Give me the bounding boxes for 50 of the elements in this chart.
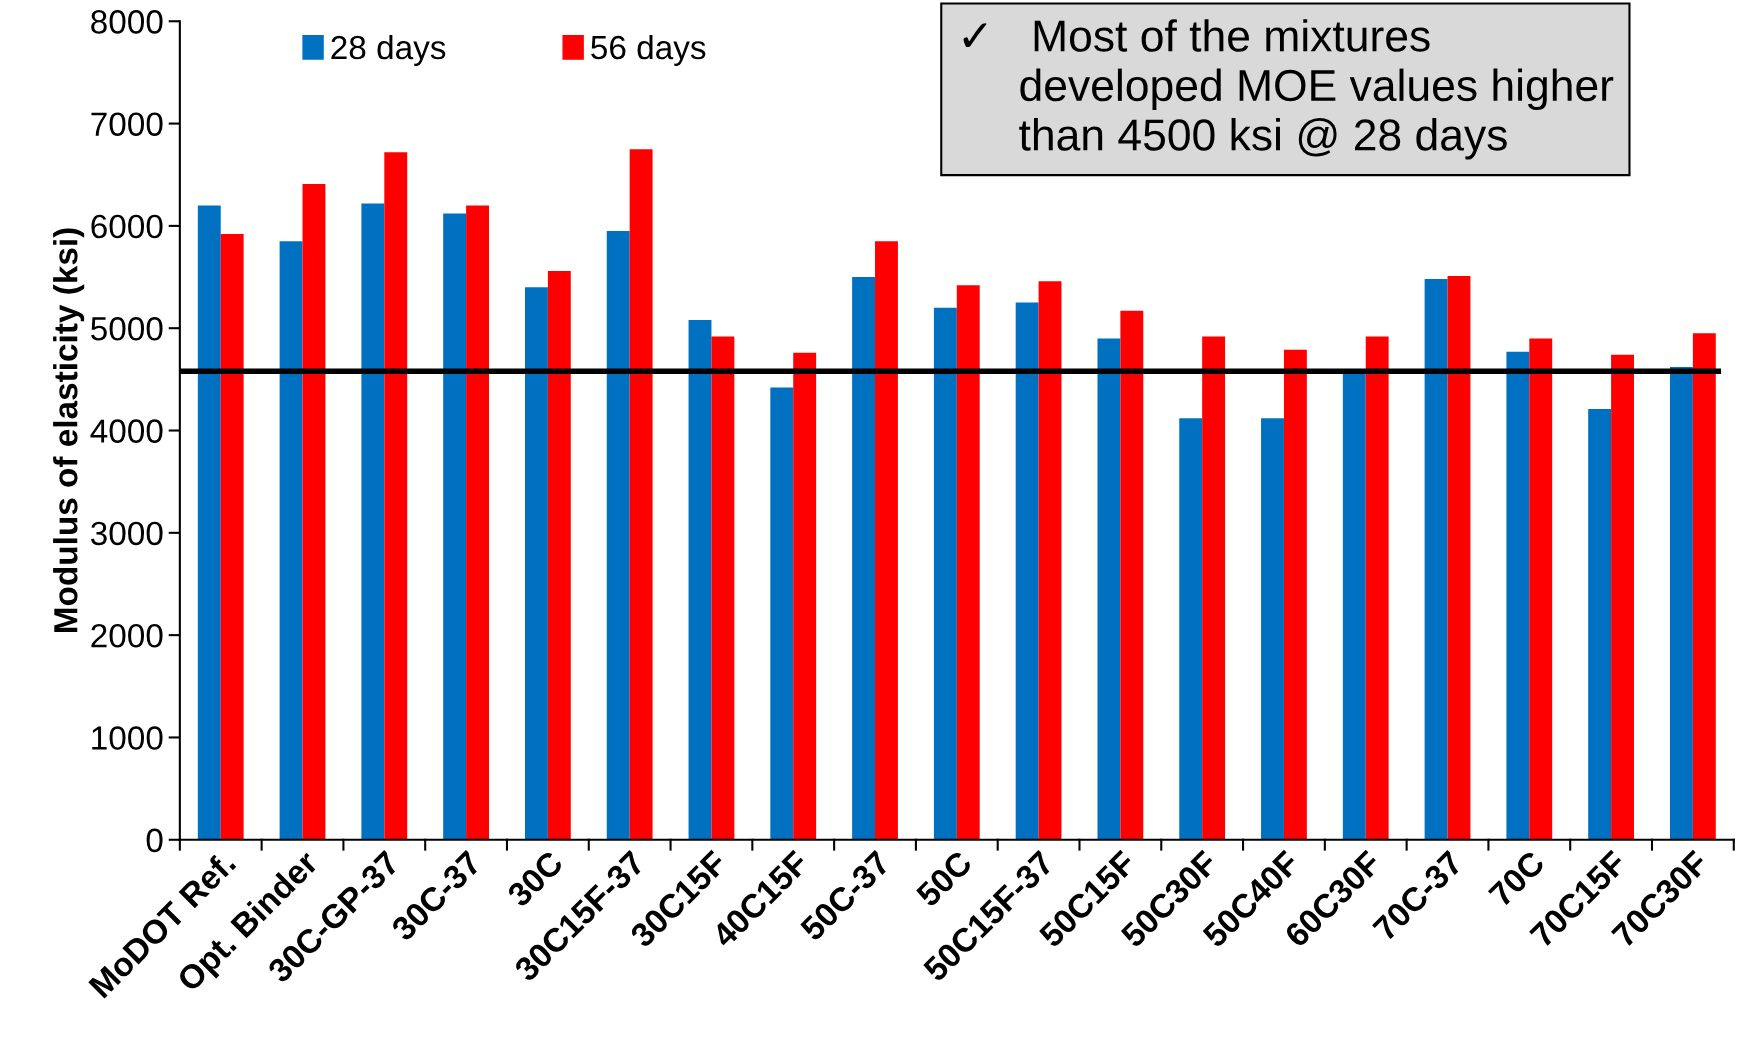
bar: [1669, 367, 1693, 840]
bar: [793, 352, 817, 840]
bar: [361, 203, 385, 840]
bar: [852, 277, 876, 840]
legend-label: 28 days: [331, 34, 446, 66]
bar: [1015, 302, 1039, 840]
bar: [384, 152, 408, 840]
bar: [1588, 409, 1612, 840]
y-tick-label: 5000: [91, 317, 163, 341]
bar: [1283, 349, 1307, 840]
bar: [1038, 281, 1062, 840]
bar: [711, 336, 735, 840]
bar: [770, 387, 794, 840]
y-tick-label: 8000: [91, 10, 163, 34]
y-tick-label: 4000: [90, 419, 163, 443]
annotation: ✓ Most of the mixtures developed MOE values higher than 4500 ksi @ 28 days: [963, 19, 1614, 160]
y-tick-label: 7000: [91, 112, 163, 136]
bar: [629, 149, 653, 840]
bar: [933, 307, 957, 840]
bar: [220, 234, 244, 840]
bar: [1365, 336, 1389, 840]
bar: [1506, 351, 1530, 840]
y-tick-label: 3000: [90, 521, 163, 546]
bar: [524, 287, 548, 840]
bar: [547, 270, 571, 840]
bar: [466, 205, 489, 840]
bar: [197, 205, 221, 840]
bar: [1179, 418, 1203, 840]
bar: [279, 241, 303, 840]
bar: [1261, 418, 1284, 840]
bar: [688, 320, 712, 840]
bar: [1097, 338, 1121, 840]
bar: [1447, 276, 1471, 840]
y-tick-label: 1000: [92, 726, 163, 750]
bar: [1202, 336, 1226, 840]
y-tick-label: 0: [146, 828, 163, 853]
y-tick-label: 6000: [91, 214, 163, 239]
y-axis-title: Modulus of elasticity (ksi): [53, 228, 85, 632]
bar: [302, 183, 326, 840]
bar: [1611, 354, 1634, 840]
bar: [1424, 279, 1448, 840]
bar: [1120, 310, 1144, 840]
bar: [1692, 333, 1716, 840]
bar: [443, 213, 467, 840]
bar: [606, 231, 630, 840]
legend-label: 56 days: [591, 34, 706, 66]
y-tick-label: 2000: [91, 623, 163, 648]
bar: [875, 241, 898, 840]
bar: [956, 285, 980, 840]
bar: [1529, 338, 1553, 840]
